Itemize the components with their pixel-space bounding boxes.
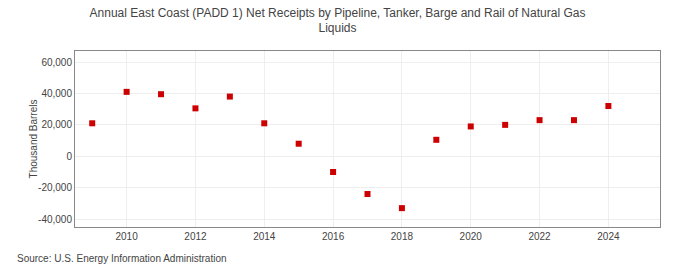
svg-text:60,000: 60,000 bbox=[41, 57, 72, 68]
svg-text:2018: 2018 bbox=[391, 231, 414, 242]
svg-text:2012: 2012 bbox=[184, 231, 207, 242]
svg-text:Source: U.S. Energy Informatio: Source: U.S. Energy Information Administ… bbox=[17, 253, 227, 264]
svg-text:Annual East Coast (PADD 1) Net: Annual East Coast (PADD 1) Net Receipts … bbox=[90, 6, 586, 36]
svg-text:2022: 2022 bbox=[528, 231, 551, 242]
svg-text:2010: 2010 bbox=[115, 231, 138, 242]
svg-text:Thousand Barrels: Thousand Barrels bbox=[28, 100, 39, 179]
svg-text:40,000: 40,000 bbox=[41, 88, 72, 99]
svg-text:20,000: 20,000 bbox=[41, 119, 72, 130]
svg-text:0: 0 bbox=[66, 151, 72, 162]
svg-text:2014: 2014 bbox=[253, 231, 276, 242]
svg-text:2020: 2020 bbox=[460, 231, 483, 242]
svg-text:-40,000: -40,000 bbox=[38, 214, 72, 225]
svg-text:2024: 2024 bbox=[597, 231, 620, 242]
svg-text:-20,000: -20,000 bbox=[38, 182, 72, 193]
svg-text:2016: 2016 bbox=[322, 231, 345, 242]
